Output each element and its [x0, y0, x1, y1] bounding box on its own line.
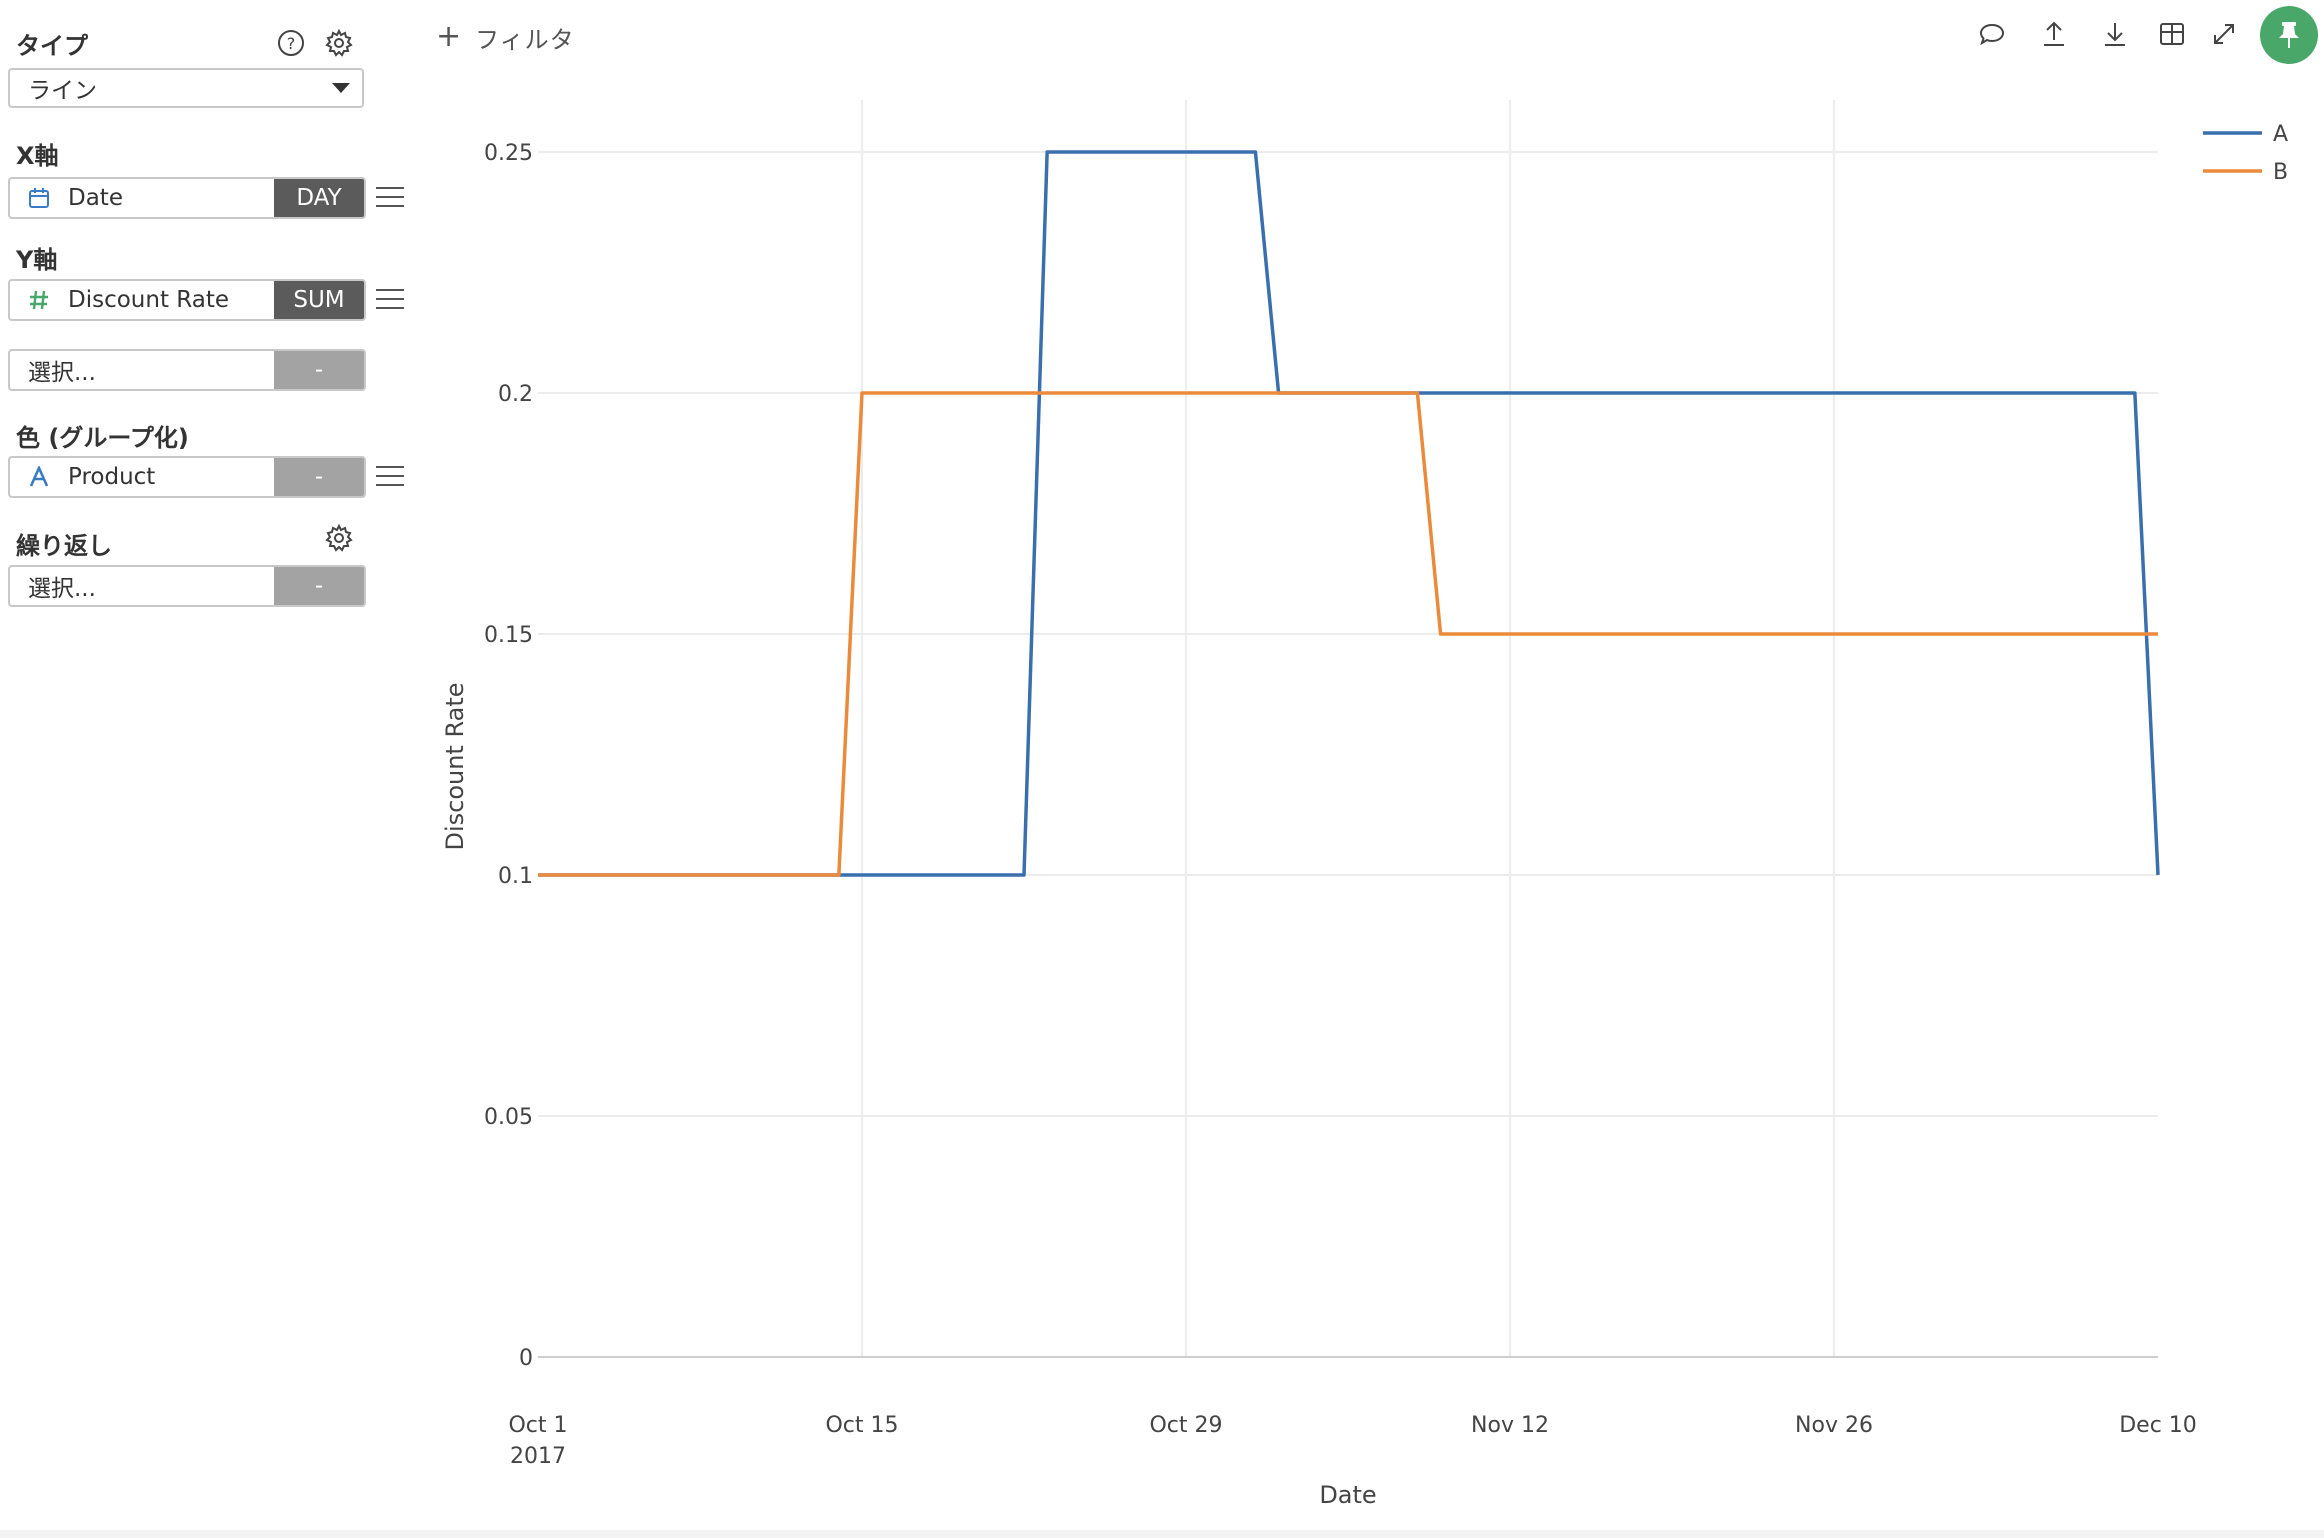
- x-tick-label: Oct 15: [825, 1413, 898, 1438]
- y-tick-label: 0.1: [498, 864, 533, 889]
- type-settings-gear-icon[interactable]: [322, 26, 356, 60]
- y-axis-field-name: Discount Rate: [68, 287, 230, 313]
- add-filter-button[interactable]: + フィルタ: [436, 18, 575, 56]
- x-tick-label: Nov 12: [1471, 1413, 1549, 1438]
- y-axis-extra-placeholder: 選択...: [28, 360, 96, 386]
- filter-label: フィルタ: [475, 25, 575, 54]
- y-tick-label: 0.25: [484, 141, 533, 166]
- y-axis-extra-field[interactable]: 選択... -: [8, 349, 366, 391]
- calendar-icon: [10, 187, 68, 209]
- repeat-section-label: 繰り返し: [16, 532, 112, 560]
- series-line-b: [538, 391, 2158, 877]
- y-tick-label: 0.15: [484, 623, 533, 648]
- color-menu-icon[interactable]: [376, 466, 404, 488]
- series-line-a: [538, 150, 2160, 877]
- y-axis-extra-tag[interactable]: -: [274, 351, 364, 389]
- color-section-label: 色 (グループ化): [16, 424, 189, 452]
- pin-button[interactable]: [2260, 6, 2318, 64]
- x-axis-title: Date: [1319, 1481, 1376, 1509]
- download-icon[interactable]: [2095, 14, 2135, 54]
- table-view-icon[interactable]: [2152, 14, 2192, 54]
- chart-type-select[interactable]: ライン: [8, 68, 364, 108]
- y-axis-field[interactable]: Discount Rate SUM: [8, 279, 366, 321]
- legend-label-a: A: [2273, 122, 2288, 147]
- plus-icon: +: [436, 19, 462, 54]
- number-hash-icon: [10, 289, 68, 311]
- text-type-icon: [10, 466, 68, 488]
- expand-icon[interactable]: [2204, 14, 2244, 54]
- legend-label-b: B: [2273, 160, 2288, 185]
- comment-icon[interactable]: [1972, 14, 2012, 54]
- x-tick-label: Oct 29: [1149, 1413, 1222, 1438]
- svg-text:?: ?: [287, 34, 296, 53]
- y-tick-label: 0: [519, 1346, 533, 1371]
- x-tick-label: Oct 1: [508, 1413, 567, 1438]
- repeat-tag[interactable]: -: [274, 567, 364, 605]
- color-field[interactable]: Product -: [8, 456, 366, 498]
- x-tick-label: Dec 10: [2119, 1413, 2197, 1438]
- repeat-field[interactable]: 選択... -: [8, 565, 366, 607]
- help-icon[interactable]: ?: [274, 26, 308, 60]
- upload-icon[interactable]: [2034, 14, 2074, 54]
- x-axis-menu-icon[interactable]: [376, 187, 404, 209]
- color-field-name: Product: [68, 464, 156, 490]
- bottom-divider: [0, 1530, 2324, 1538]
- repeat-settings-gear-icon[interactable]: [322, 521, 356, 555]
- chevron-down-icon: [332, 83, 350, 93]
- x-axis-section-label: X軸: [16, 142, 59, 170]
- chart-config-panel: タイプ ? ライン X軸 Date DAY Y軸: [0, 0, 420, 1538]
- y-tick-label: 0.2: [498, 382, 533, 407]
- chart-type-value: ライン: [28, 78, 97, 104]
- y-axis-section-label: Y軸: [16, 246, 58, 274]
- y-axis-aggregation-button[interactable]: SUM: [274, 281, 364, 319]
- x-tick-label: Nov 26: [1795, 1413, 1873, 1438]
- x-axis-field-name: Date: [68, 185, 123, 211]
- x-tick-sublabel: 2017: [510, 1444, 566, 1469]
- y-axis-menu-icon[interactable]: [376, 289, 404, 311]
- repeat-placeholder: 選択...: [28, 576, 96, 602]
- type-section-label: タイプ: [16, 32, 88, 60]
- y-axis-title: Discount Rate: [441, 682, 469, 850]
- x-axis-field[interactable]: Date DAY: [8, 177, 366, 219]
- x-axis-aggregation-button[interactable]: DAY: [274, 179, 364, 217]
- y-tick-label: 0.05: [484, 1105, 533, 1130]
- pin-icon: [2279, 22, 2299, 48]
- color-tag[interactable]: -: [274, 458, 364, 496]
